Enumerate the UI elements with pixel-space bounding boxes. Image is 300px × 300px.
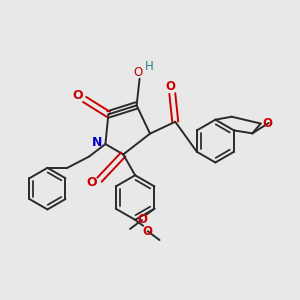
Text: O: O	[73, 88, 83, 101]
Text: O: O	[142, 225, 153, 238]
Text: N: N	[92, 136, 102, 149]
Text: O: O	[166, 80, 176, 94]
Text: O: O	[262, 117, 272, 130]
Text: O: O	[137, 214, 147, 226]
Text: H: H	[145, 60, 154, 73]
Text: O: O	[134, 66, 143, 79]
Text: O: O	[87, 176, 98, 189]
